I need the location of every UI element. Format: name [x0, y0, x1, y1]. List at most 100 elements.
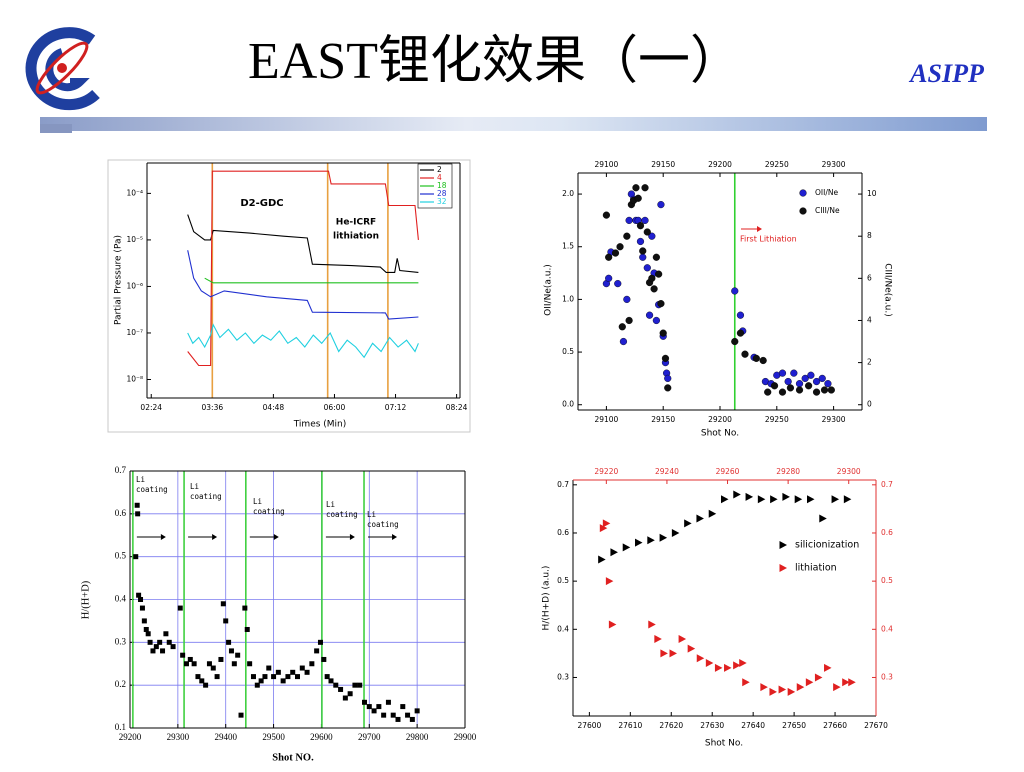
data-line	[187, 214, 419, 273]
data-point	[616, 243, 624, 251]
data-point	[338, 686, 344, 692]
legend-label: silicionization	[795, 540, 859, 551]
y2-tick-label: 2	[867, 358, 872, 367]
y-tick-label: 0.7	[557, 480, 569, 489]
x-tick-label: 27660	[823, 721, 847, 730]
x-axis-title: Shot NO.	[272, 752, 314, 763]
x-tick-label: 27600	[577, 721, 601, 730]
data-point	[705, 659, 714, 668]
data-line	[187, 323, 419, 359]
data-point	[191, 661, 197, 667]
data-point	[247, 661, 253, 667]
chart: 02:24 03:36 04:48 06:00 07:12 08:24 10⁻⁸ 10⁻⁷ 10…	[114, 162, 468, 430]
data-point	[141, 618, 147, 624]
data-point	[317, 639, 323, 645]
data-point	[645, 311, 654, 319]
data-point	[295, 674, 300, 680]
annotation: D2-GDC	[240, 198, 283, 209]
y2-tick-label: 0.5	[881, 576, 893, 585]
data-point	[684, 519, 692, 528]
data-point	[376, 704, 382, 710]
data-point	[819, 514, 827, 523]
data-point	[163, 631, 169, 637]
data-point	[757, 495, 766, 504]
data-point	[760, 683, 768, 692]
data-point	[814, 673, 823, 682]
data-point	[659, 533, 668, 542]
x-tick-label: 02:24	[140, 403, 162, 412]
data-point	[625, 316, 633, 325]
data-point	[228, 648, 234, 654]
y2-tick-label: 8	[867, 231, 872, 240]
data-point	[778, 369, 787, 377]
data-point	[778, 685, 787, 694]
data-point	[724, 663, 732, 672]
x-tick-label: 27630	[700, 721, 724, 730]
data-point	[414, 708, 420, 714]
data-point	[187, 656, 193, 662]
data-point	[231, 661, 237, 667]
data-point	[678, 634, 687, 643]
data-point	[266, 665, 272, 671]
data-point	[271, 674, 277, 680]
x2-tick-label: 29100	[594, 160, 618, 169]
x-tick-label: 29900	[454, 732, 477, 742]
data-point	[818, 374, 826, 383]
organization: ASIPP	[908, 59, 985, 88]
data-point	[843, 495, 852, 504]
data-point	[764, 388, 772, 396]
chart: 27600 27610 27620 27630 27640 27650 27660 27670…	[542, 467, 894, 749]
data-point	[180, 652, 186, 658]
legend-label: 4	[437, 173, 442, 182]
data-point	[314, 648, 320, 654]
data-point	[731, 337, 739, 346]
data-point	[395, 716, 401, 722]
chart: 29200 29300 29400 29500 29600 29700 29800 29900…	[80, 465, 476, 763]
data-point	[195, 674, 201, 680]
y2-tick-label: 0.4	[881, 624, 893, 633]
data-point	[321, 656, 327, 662]
data-point	[614, 280, 622, 288]
data-point	[696, 514, 704, 523]
y-axis-title: H/(H+D)	[80, 580, 91, 619]
data-point	[742, 678, 750, 687]
data-point	[150, 648, 156, 654]
y-tick-label: 0.0	[562, 400, 574, 409]
data-point	[650, 285, 658, 293]
chart: 29100 29150 29200 29250 29300 29100 29150 29200…	[544, 160, 893, 439]
data-point	[801, 374, 809, 383]
data-point	[805, 382, 813, 390]
data-point	[623, 295, 631, 304]
x-tick-label: 29600	[310, 732, 333, 742]
data-point	[745, 492, 754, 501]
x-axis-title: Shot No.	[705, 739, 743, 749]
data-point	[639, 253, 647, 261]
y2-tick-label: 0	[867, 400, 872, 409]
data-point	[250, 674, 256, 680]
data-point	[639, 247, 647, 255]
data-point	[147, 639, 153, 645]
data-point	[770, 495, 778, 504]
data-point	[714, 663, 723, 672]
data-point	[833, 683, 841, 692]
annotation: lithiation	[333, 232, 379, 242]
annotation: coating	[326, 510, 358, 519]
x-tick-label: 29300	[822, 415, 846, 424]
header-bar-tab	[40, 124, 72, 133]
data-point	[659, 329, 667, 337]
data-point	[324, 674, 330, 680]
data-point	[696, 654, 705, 663]
y-tick-label: 0.6	[115, 508, 127, 518]
y-tick-label: 10⁻⁴	[126, 188, 143, 197]
annotation: Li	[326, 500, 335, 509]
x-tick-label: 29200	[119, 732, 142, 742]
data-point	[655, 270, 663, 278]
data-point	[739, 659, 747, 668]
data-point	[258, 678, 264, 684]
data-point	[139, 605, 145, 611]
data-point	[333, 682, 339, 688]
data-point	[648, 620, 656, 629]
data-point	[831, 495, 840, 504]
arrow-head	[160, 534, 166, 540]
arrow-head	[212, 534, 218, 540]
